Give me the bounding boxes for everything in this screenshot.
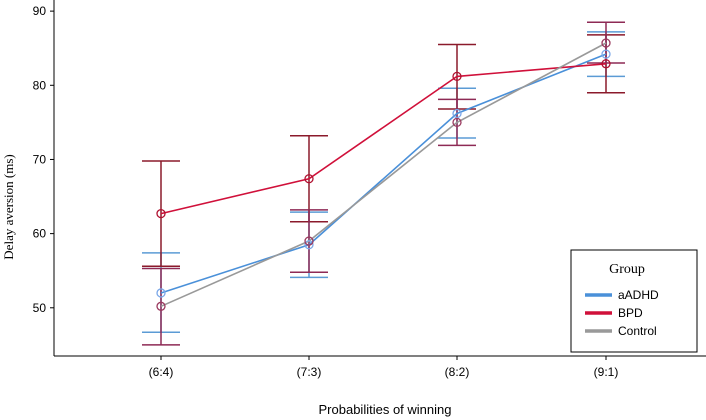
series-line-aadhd: [160, 53, 607, 294]
data-point-aadhd: [304, 240, 314, 250]
data-point-control: [304, 236, 314, 246]
legend-title: Group: [609, 262, 645, 277]
data-point-control: [452, 117, 462, 128]
y-tick-label: 80: [33, 78, 47, 92]
legend-label: BPD: [618, 306, 643, 320]
y-ticks: 50 60 70 80 90: [33, 4, 54, 315]
x-tick-label: (8:2): [445, 365, 470, 379]
x-axis-title: Probabilities of winning: [319, 402, 452, 417]
y-axis-title: Delay aversion (ms): [1, 154, 16, 259]
y-tick-label: 90: [33, 4, 47, 18]
legend-item-control: Control: [585, 324, 657, 338]
series-lines: [160, 42, 607, 308]
x-ticks: (6:4) (7:3) (8:2) (9:1): [149, 356, 619, 379]
y-tick-label: 60: [33, 227, 47, 241]
legend-item-aadhd: aADHD: [585, 288, 659, 302]
legend-label: aADHD: [618, 288, 659, 302]
data-point-aadhd: [601, 49, 611, 59]
data-point-aadhd: [156, 288, 166, 298]
data-point-bpd: [601, 59, 611, 69]
data-point-bpd: [304, 174, 314, 184]
x-tick-label: (9:1): [594, 365, 619, 379]
legend-items: aADHD BPD Control: [585, 288, 659, 338]
data-point-control: [156, 301, 166, 311]
y-tick-label: 70: [33, 152, 47, 166]
data-point-control: [601, 38, 611, 48]
series-line-bpd: [160, 62, 607, 215]
plot-series: [142, 21, 625, 346]
error-bar-control: [587, 21, 625, 64]
data-point-aadhd: [452, 108, 462, 119]
legend-label: Control: [618, 324, 657, 338]
x-tick-label: (6:4): [149, 365, 174, 379]
error-bar-control: [142, 267, 180, 346]
series-line-control: [160, 42, 607, 308]
data-point-bpd: [452, 71, 462, 82]
legend-box: [570, 249, 698, 353]
legend: Group aADHD BPD Control: [570, 249, 698, 353]
axes: [53, 0, 706, 357]
y-tick-label: 50: [33, 301, 47, 315]
legend-item-bpd: BPD: [585, 306, 643, 320]
data-point-bpd: [156, 208, 166, 219]
data-points: [156, 38, 611, 311]
x-tick-label: (7:3): [297, 365, 322, 379]
